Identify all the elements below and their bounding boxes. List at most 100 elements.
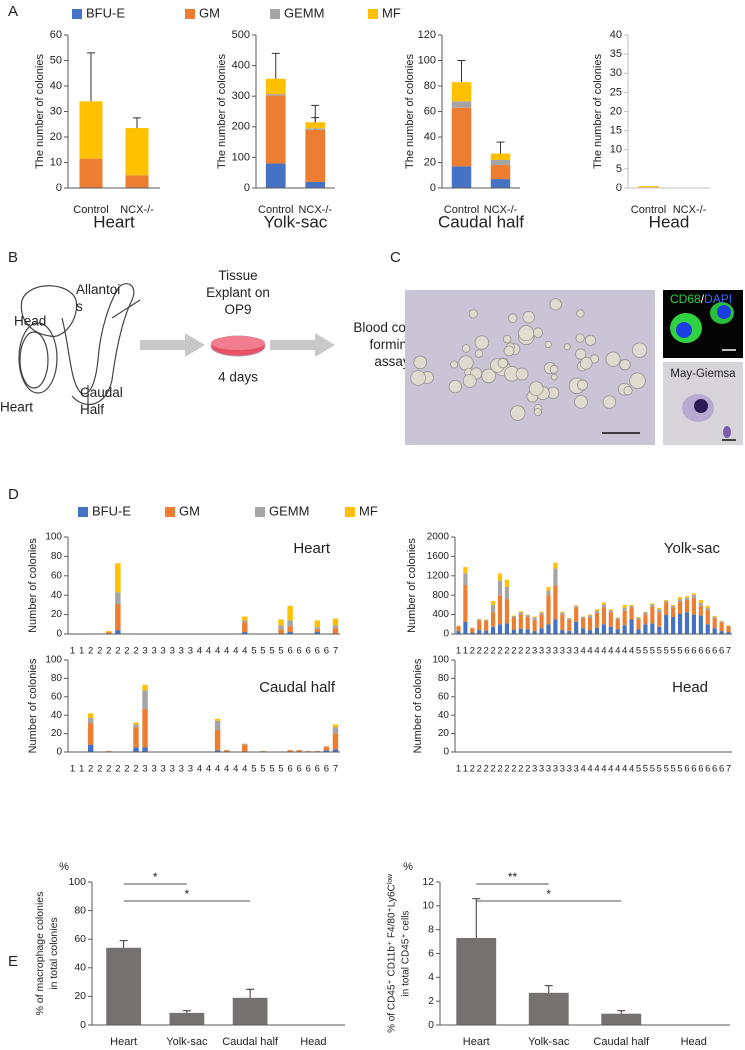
bar [463,621,468,634]
chart-title: Heart [93,212,135,231]
bar [677,597,683,600]
y-tick-label: 0 [616,182,622,194]
diagram-label: Heart [0,400,33,415]
x-tick-label: 3 [560,646,565,657]
cell [497,357,508,369]
bar [594,610,600,614]
y-tick-label: 0 [56,747,62,758]
bar [106,631,112,633]
bar [636,629,641,634]
bar [601,1013,642,1025]
bar [106,632,112,634]
y-tick-label: 800 [432,590,449,601]
bar [278,619,284,626]
x-tick-label: 2 [106,764,111,775]
cell [544,340,552,349]
bar [532,620,537,632]
bar [491,604,496,613]
bar [691,597,696,615]
y-axis-label: Number of colonies [412,658,424,753]
bar [491,626,496,634]
y-tick-label: 60 [74,933,86,945]
x-tick-label: 4 [615,646,620,657]
y-tick-label: 40 [51,710,63,721]
x-tick-label: 2 [504,646,509,657]
x-tick-label: 2 [484,646,489,657]
x-tick-label: Caudal half [222,1036,279,1048]
bar [574,621,579,634]
x-tick-label: 4 [622,764,627,775]
x-tick-label: 2 [115,764,120,775]
y-tick-label: 60 [51,570,63,581]
x-tick-label: NCX-/- [673,204,707,216]
legend-swatch [185,9,195,19]
bar [574,607,579,622]
y-axis-label: The number of colonies [592,54,604,169]
y-tick-label: 20 [438,728,450,739]
bar [504,599,510,624]
bar [650,606,655,624]
bar [504,586,510,600]
bar [546,590,551,596]
diagram-label: Caudal Half [80,385,123,417]
x-tick-label: 2 [525,646,530,657]
x-tick-label: 4 [215,646,220,657]
bar [451,166,472,188]
bar [463,585,468,622]
y-tick-label: 120 [418,29,436,41]
bar [511,616,516,618]
x-tick-label: Heart [463,1036,490,1048]
x-tick-label: 3 [574,764,579,775]
bar [601,607,606,625]
culture-dish [211,336,265,350]
y-tick-label: 50 [50,54,62,66]
bar [133,747,139,752]
y-axis-label: Number of colonies [27,658,39,753]
x-tick-label: 5 [677,764,682,775]
legend-label: BFU-E [86,5,125,20]
x-tick-label: 2 [124,646,129,657]
bar [497,595,503,625]
y-tick-label: 40 [438,710,450,721]
y-tick-label: 40 [50,80,62,92]
x-tick-label: 2 [511,764,516,775]
y-tick-label: 100 [232,151,250,163]
cell [508,313,518,323]
x-tick-label: 4 [206,764,211,775]
label-line: assay [374,354,410,369]
bar [636,617,641,618]
bar [615,619,620,630]
bar [470,628,475,633]
bar [142,684,148,691]
bar [265,94,286,96]
bar [305,181,326,188]
arrow [270,333,335,357]
cell [522,310,535,324]
x-tick-label: 6 [698,764,703,775]
x-tick-label: 2 [470,764,475,775]
y-tick-label: 5 [616,163,622,175]
heart-outline [18,322,58,394]
x-tick-label: 4 [608,646,613,657]
y-axis-unit: % [59,861,69,873]
cell [532,327,544,338]
x-tick-label: 1 [456,646,461,657]
x-tick-label: Caudal half [593,1036,650,1048]
x-tick-label: 4 [629,646,634,657]
bar [504,623,510,634]
bar [698,605,703,616]
x-tick-label: 5 [636,646,641,657]
cell [550,373,558,381]
x-tick-label: 1 [79,646,84,657]
x-tick-label: 5 [269,646,274,657]
bar [539,612,544,615]
bar [456,938,497,1025]
x-tick-label: 6 [719,764,724,775]
bar [314,629,321,633]
bar [125,128,149,176]
bar [608,612,613,627]
bar [456,631,461,634]
x-tick-label: Yolk-sac [528,1036,570,1048]
bar [698,615,703,634]
